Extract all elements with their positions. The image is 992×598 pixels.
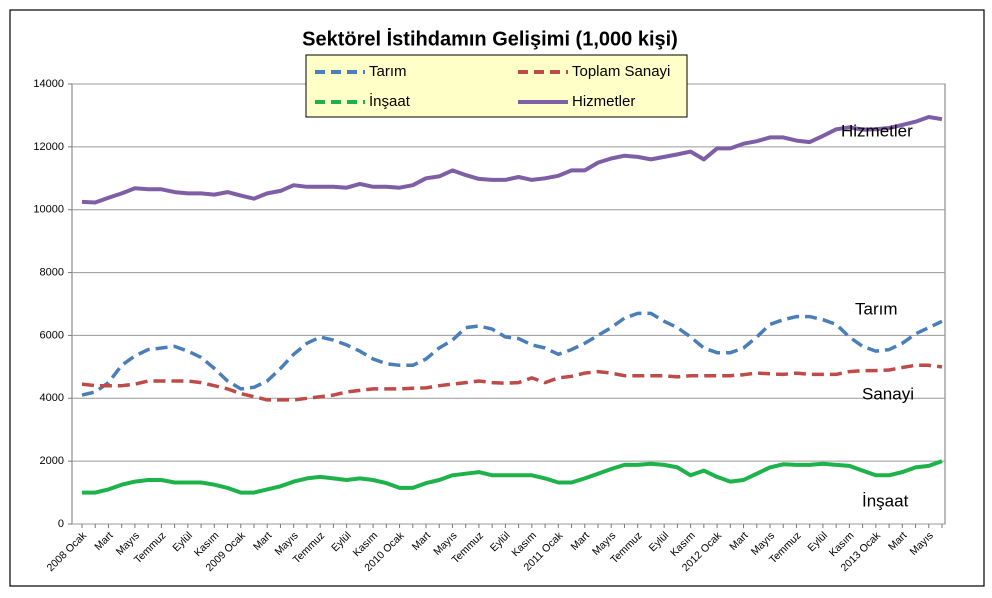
series-line	[81, 115, 943, 205]
legend-label: İnşaat	[369, 92, 411, 110]
legend-box	[305, 54, 688, 118]
annotation: Sanayi	[862, 384, 914, 403]
chart-title: Sektörel İstihdamın Gelişimi (1,000 kişi…	[302, 27, 678, 50]
y-tick-label: 12000	[33, 141, 64, 153]
y-tick-label: 0	[58, 518, 64, 530]
legend-label: Toplam Sanayi	[572, 63, 670, 80]
annotation: Tarım	[855, 299, 898, 318]
series-line	[81, 311, 943, 397]
legend-label: Hizmetler	[572, 93, 635, 110]
y-tick-label: 2000	[40, 455, 64, 467]
annotation: İnşaat	[862, 491, 909, 510]
annotation: Hizmetler	[841, 121, 913, 140]
series-line	[81, 363, 943, 402]
plot-area	[71, 83, 946, 525]
y-tick-label: 4000	[40, 392, 64, 404]
y-tick-label: 14000	[33, 78, 64, 90]
y-tick-label: 6000	[40, 329, 64, 341]
y-tick-label: 8000	[40, 266, 64, 278]
legend: Tarım Toplam Sanayi İnşaat Hizmetler	[305, 54, 688, 118]
series-line	[82, 459, 943, 495]
y-tick-label: 10000	[33, 204, 64, 216]
legend-label: Tarım	[369, 63, 407, 80]
